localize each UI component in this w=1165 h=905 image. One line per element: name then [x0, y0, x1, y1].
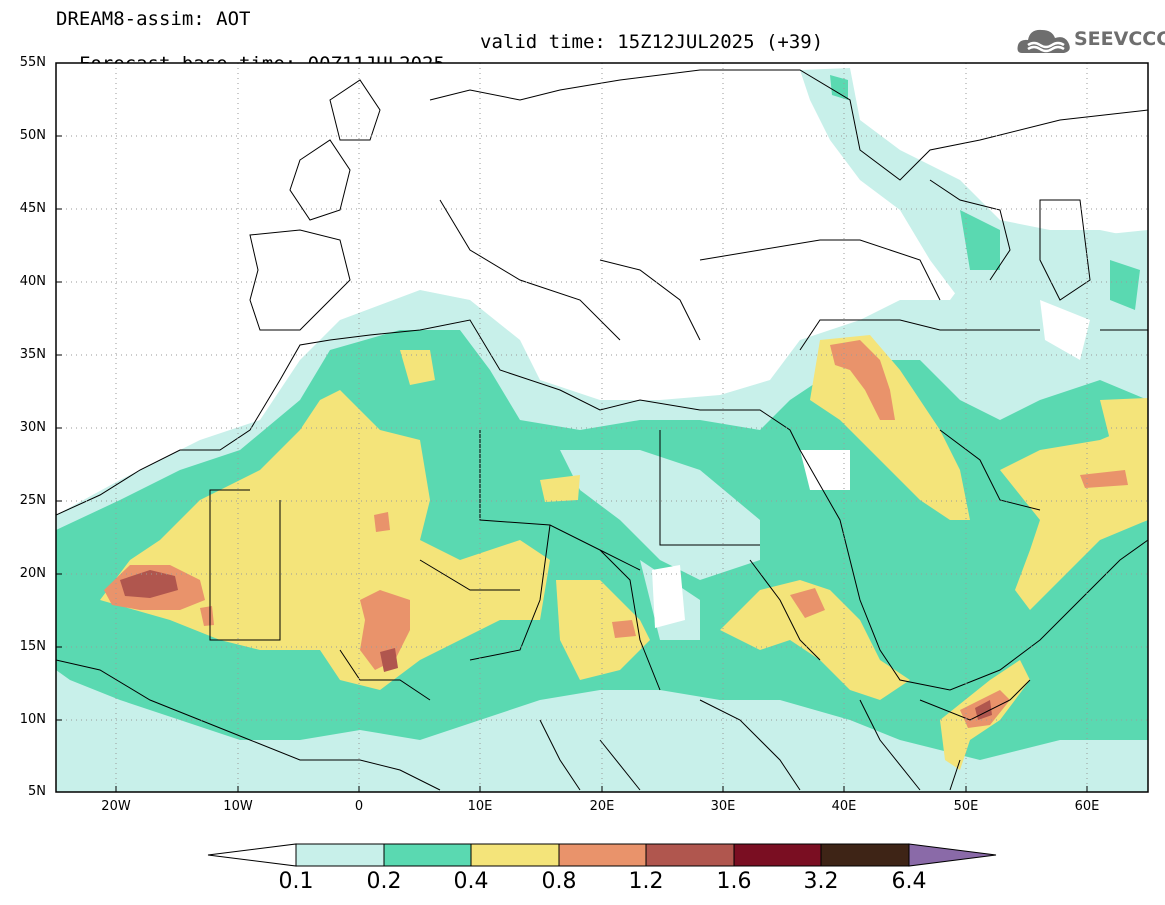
- seevccc-logo: SEEVCCC: [1016, 23, 1165, 57]
- lat-label: 40N: [19, 274, 46, 289]
- logo-text: SEEVCCC: [1074, 28, 1165, 50]
- colorbar-label: 0.8: [541, 869, 577, 894]
- lon-label: 40E: [831, 799, 857, 814]
- graticule: [56, 63, 1148, 792]
- colorbar-swatch: [733, 843, 822, 867]
- colorbar-swatch: [383, 843, 472, 867]
- country-borders: [56, 69, 1148, 791]
- map-title: DREAM8-assim: AOT: [56, 8, 251, 30]
- colorbar-swatch: [558, 843, 647, 867]
- colorbar-high-arrow: [908, 843, 997, 867]
- lon-label: 30E: [710, 799, 736, 814]
- valid-time: valid time: 15Z12JUL2025 (+39): [480, 31, 824, 53]
- colorbar-label: 1.6: [716, 869, 752, 894]
- cloud-icon: [1017, 29, 1070, 53]
- lon-label: 0: [354, 799, 364, 814]
- lat-label: 20N: [19, 566, 46, 581]
- lat-label: 15N: [19, 639, 46, 654]
- lat-label: 55N: [19, 55, 46, 70]
- lon-label: 10W: [223, 799, 253, 814]
- lon-label: 10E: [467, 799, 493, 814]
- colorbar-label: 1.2: [628, 869, 664, 894]
- aot-below-0.1: [652, 300, 1090, 628]
- lon-label: 60E: [1074, 799, 1100, 814]
- lat-label: 50N: [19, 128, 46, 143]
- lon-label: 20W: [101, 799, 131, 814]
- colorbar-label: 6.4: [891, 869, 927, 894]
- colorbar-swatch: [470, 843, 560, 867]
- colorbar-label: 3.2: [803, 869, 839, 894]
- colorbar-label: 0.4: [453, 869, 489, 894]
- axis-ticks: [56, 135, 1088, 792]
- lon-label: 20E: [589, 799, 615, 814]
- colorbar-low-arrow: [207, 843, 297, 867]
- lat-label: 10N: [19, 712, 46, 727]
- lon-label: 50E: [953, 799, 979, 814]
- lat-label: 25N: [19, 493, 46, 508]
- lat-label: 35N: [19, 347, 46, 362]
- lat-label: 45N: [19, 201, 46, 216]
- colorbar-swatch: [645, 843, 735, 867]
- lat-label: 5N: [28, 784, 46, 799]
- lat-label: 30N: [19, 420, 46, 435]
- colorbar-label: 0.2: [366, 869, 402, 894]
- colorbar-swatch: [295, 843, 385, 867]
- colorbar-label: 0.1: [278, 869, 314, 894]
- colorbar-swatch: [820, 843, 910, 867]
